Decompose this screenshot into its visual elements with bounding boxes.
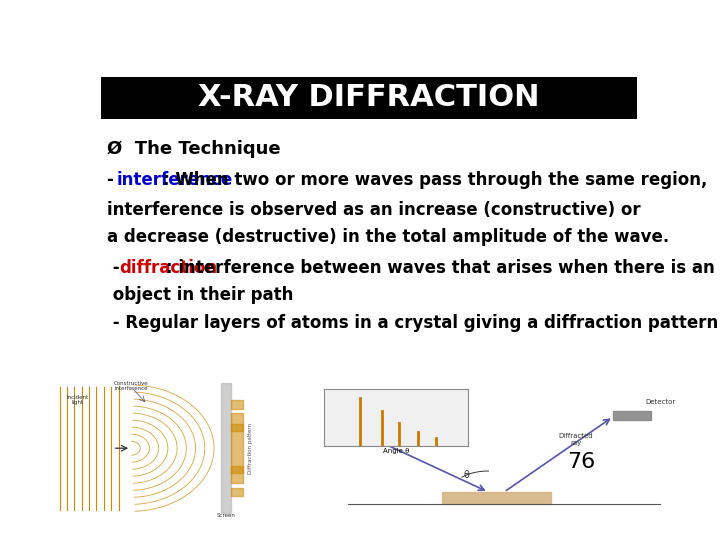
Text: : When two or more waves pass through the same region,: : When two or more waves pass through th… <box>163 171 708 189</box>
Text: θ: θ <box>464 470 469 480</box>
Text: X-RAY DIFFRACTION: X-RAY DIFFRACTION <box>198 83 540 112</box>
Text: Incident
x-rays: Incident x-rays <box>334 417 362 430</box>
Text: Detector: Detector <box>645 399 675 406</box>
Bar <box>221 383 231 513</box>
Text: Diffraction pattern: Diffraction pattern <box>248 423 253 474</box>
Bar <box>231 400 243 409</box>
Text: a decrease (destructive) in the total amplitude of the wave.: a decrease (destructive) in the total am… <box>107 228 669 246</box>
Text: Diffracted
ray: Diffracted ray <box>559 433 593 446</box>
X-axis label: Angle θ: Angle θ <box>383 448 409 454</box>
FancyBboxPatch shape <box>101 77 637 119</box>
Text: interference: interference <box>117 171 233 189</box>
Text: -: - <box>107 171 120 189</box>
Text: Screen: Screen <box>217 512 235 518</box>
Text: Incident
light: Incident light <box>67 395 89 406</box>
Bar <box>231 423 243 473</box>
Text: interference is observed as an increase (constructive) or: interference is observed as an increase … <box>107 201 640 219</box>
Bar <box>231 488 243 496</box>
Text: Ø  The Technique: Ø The Technique <box>107 140 280 158</box>
Text: diffraction: diffraction <box>119 259 217 277</box>
Text: object in their path: object in their path <box>107 286 293 304</box>
Bar <box>441 492 551 504</box>
Text: Constructive
interference: Constructive interference <box>114 381 148 392</box>
Text: 76: 76 <box>567 453 595 472</box>
Bar <box>231 413 243 431</box>
Text: -: - <box>107 259 125 277</box>
Text: : interference between waves that arises when there is an: : interference between waves that arises… <box>166 259 715 277</box>
Text: - Regular layers of atoms in a crystal giving a diffraction pattern: - Regular layers of atoms in a crystal g… <box>107 314 718 332</box>
FancyBboxPatch shape <box>613 411 651 420</box>
Bar <box>231 465 243 483</box>
